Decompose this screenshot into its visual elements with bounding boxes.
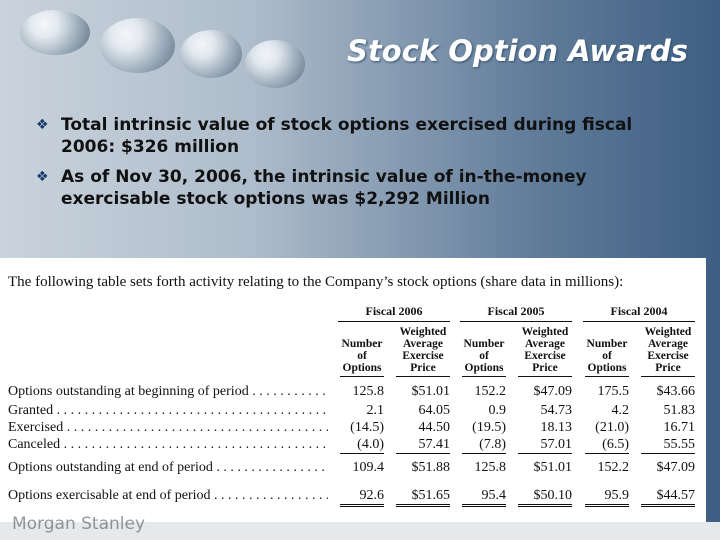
table-cell: 4.2 xyxy=(611,403,630,418)
logo: Morgan Stanley xyxy=(12,514,146,534)
group-header: Fiscal 2005 xyxy=(460,304,572,322)
table-cell: $50.10 xyxy=(518,488,572,507)
table-cell: 57.41 xyxy=(396,437,450,454)
decor-bead xyxy=(20,10,90,55)
table-cell: 95.9 xyxy=(585,488,629,507)
group-header: Fiscal 2004 xyxy=(583,304,695,322)
decor-bead xyxy=(180,30,242,78)
table-cell: (19.5) xyxy=(472,420,506,435)
table-cell: 57.01 xyxy=(518,437,572,454)
table-cell: 64.05 xyxy=(418,403,451,418)
slide-title: Stock Option Awards xyxy=(347,34,688,68)
table-cell: (6.5) xyxy=(585,437,629,454)
table-cell: 109.4 xyxy=(352,460,385,475)
table-cell: 54.73 xyxy=(540,403,573,418)
table-cell: $51.65 xyxy=(396,488,450,507)
table-cell: $43.66 xyxy=(656,384,696,399)
column-header: Weighted Average Exercise Price xyxy=(518,324,572,377)
decor-bead xyxy=(100,18,175,73)
table-cell: 125.8 xyxy=(352,384,385,399)
bullet-list: Total intrinsic value of stock options e… xyxy=(36,114,656,218)
column-header: Number of Options xyxy=(585,324,629,377)
table-cell: 44.50 xyxy=(418,420,451,435)
row-label: Exercised xyxy=(8,420,328,436)
bullet: As of Nov 30, 2006, the intrinsic value … xyxy=(36,166,656,210)
table-cell: $51.88 xyxy=(411,460,451,475)
column-header: Weighted Average Exercise Price xyxy=(396,324,450,377)
row-label: Granted xyxy=(8,403,328,419)
table-cell: 152.2 xyxy=(474,384,507,399)
table-cell: (4.0) xyxy=(340,437,384,454)
table-cell: 0.9 xyxy=(488,403,507,418)
row-label: Options exercisable at end of period xyxy=(8,488,328,504)
table-cell: $51.01 xyxy=(411,384,451,399)
column-header: Weighted Average Exercise Price xyxy=(641,324,695,377)
row-label: Canceled xyxy=(8,437,328,453)
table-cell: 51.83 xyxy=(663,403,696,418)
row-label: Options outstanding at beginning of peri… xyxy=(8,384,328,400)
decor-bead xyxy=(245,40,305,88)
table-cell: (21.0) xyxy=(595,420,629,435)
table: The following table sets forth activity … xyxy=(0,258,706,522)
table-cell: 92.6 xyxy=(340,488,384,507)
table-cell: $47.09 xyxy=(656,460,696,475)
bullet: Total intrinsic value of stock options e… xyxy=(36,114,656,158)
table-cell: (14.5) xyxy=(350,420,384,435)
table-cell: 2.1 xyxy=(366,403,385,418)
table-cell: $44.57 xyxy=(641,488,695,507)
table-cell: $51.01 xyxy=(533,460,573,475)
table-intro: The following table sets forth activity … xyxy=(8,274,624,290)
table-cell: 175.5 xyxy=(597,384,630,399)
table-cell: 152.2 xyxy=(597,460,630,475)
table-cell: 125.8 xyxy=(474,460,507,475)
table-cell: (7.8) xyxy=(462,437,506,454)
table-cell: 16.71 xyxy=(663,420,696,435)
table-cell: $47.09 xyxy=(533,384,573,399)
table-cell: 55.55 xyxy=(641,437,695,454)
column-header: Number of Options xyxy=(462,324,506,377)
table-cell: 18.13 xyxy=(540,420,573,435)
row-label: Options outstanding at end of period xyxy=(8,460,328,476)
group-header: Fiscal 2006 xyxy=(338,304,450,322)
footer: Morgan Stanley xyxy=(0,514,720,540)
column-header: Number of Options xyxy=(340,324,384,377)
table-cell: 95.4 xyxy=(462,488,506,507)
